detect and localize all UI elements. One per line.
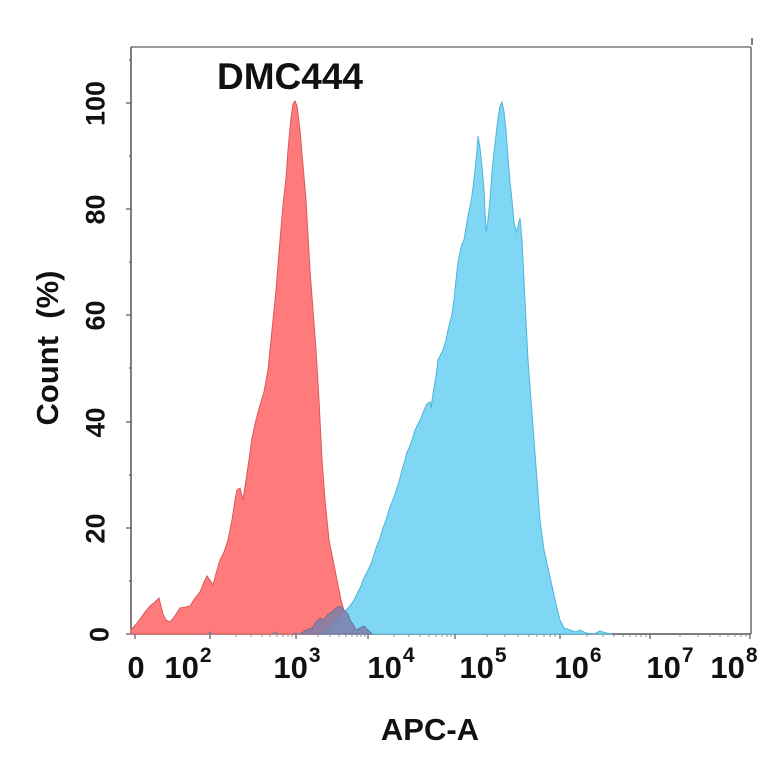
- x-axis-minor-ticks: [235, 634, 747, 637]
- x-tick-label-0: 0: [127, 650, 145, 685]
- y-axis-ticks: [126, 59, 131, 635]
- red-histogram-area: [130, 99, 379, 635]
- y-tick-label: 20: [80, 513, 111, 544]
- blue-histogram-area: [320, 100, 613, 635]
- y-axis-label: Count (%): [30, 270, 65, 426]
- chart-title: DMC444: [217, 56, 363, 97]
- y-tick-label: 40: [80, 407, 111, 438]
- overlap-area: [298, 605, 373, 635]
- x-tick-label-1e4: 104: [367, 644, 415, 685]
- x-tick-label-1e6: 106: [554, 644, 602, 685]
- y-tick-label: 100: [80, 80, 111, 127]
- x-axis-label: APC-A: [380, 712, 480, 747]
- x-tick-label-1e3: 103: [273, 644, 321, 685]
- y-tick-label: 60: [80, 300, 111, 331]
- x-tick-label-1e5: 105: [459, 644, 507, 685]
- y-tick-label: 80: [80, 194, 111, 225]
- y-tick-label: 0: [84, 626, 115, 643]
- overlap-small-bumps: [206, 631, 300, 634]
- x-tick-label-1e2: 102: [164, 644, 212, 685]
- x-tick-label-1e8: 108: [710, 644, 758, 685]
- x-axis-ticks: [134, 634, 751, 639]
- x-tick-label-1e7: 107: [646, 644, 694, 685]
